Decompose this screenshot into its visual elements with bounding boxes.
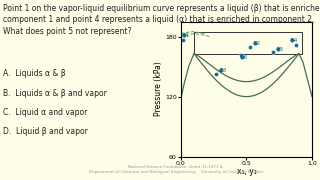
Text: ●4: ●4: [290, 38, 298, 43]
Text: National Science Foundation, Grant 11-1971 &
Department of Chemical and Biologic: National Science Foundation, Grant 11-19…: [89, 165, 263, 174]
Text: A.  Liquids α & β: A. Liquids α & β: [3, 69, 66, 78]
Text: D.  Liquid β and vapor: D. Liquid β and vapor: [3, 127, 88, 136]
Y-axis label: Pressure (kPa): Pressure (kPa): [155, 62, 164, 116]
Bar: [194, 32, 301, 54]
Text: C.  Liquid α and vapor: C. Liquid α and vapor: [3, 108, 88, 117]
Text: Point 1 on the vapor-liquid equilibrium curve represents a liquid (β) that is en: Point 1 on the vapor-liquid equilibrium …: [3, 4, 320, 36]
Text: ●3: ●3: [219, 68, 227, 73]
Text: ●6: ●6: [240, 55, 248, 60]
Text: ●5: ●5: [275, 47, 284, 52]
Text: B.  Liquids α & β and vapor: B. Liquids α & β and vapor: [3, 89, 107, 98]
X-axis label: x₁, y₁: x₁, y₁: [236, 167, 256, 176]
Text: ●2: ●2: [253, 41, 261, 46]
Text: ●1: ●1: [182, 33, 190, 38]
